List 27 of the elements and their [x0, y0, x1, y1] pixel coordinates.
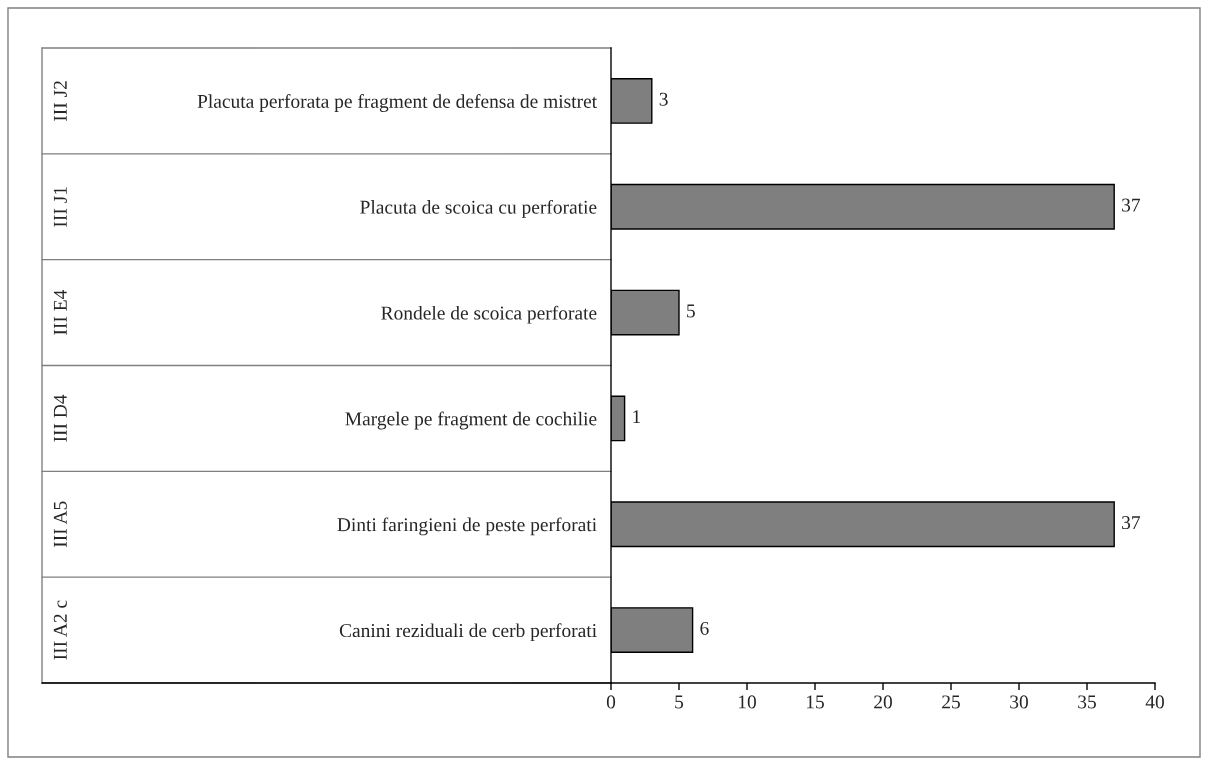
data-label: 37 — [1122, 516, 1141, 530]
text: III E4 — [53, 289, 67, 335]
y-tick-label: Dinti faringieni de peste perforati — [337, 517, 597, 536]
x-tick-label: 20 — [874, 695, 892, 709]
x-tick-label: 5 — [675, 695, 684, 709]
y-tick-label: Canini reziduali de cerb perforati — [339, 623, 597, 642]
text: III J2 — [53, 81, 67, 121]
x-tick-label: 0 — [606, 695, 616, 709]
text: III A2 c — [53, 600, 67, 660]
y-tick-label: Placuta perforata pe fragment de defensa de mistret — [197, 94, 597, 112]
y-tick-label: Margele pe fragment de cochilie — [345, 411, 597, 430]
y-tick-label: Placuta de scoica cu perforatie — [360, 199, 597, 218]
data-label: 5 — [687, 304, 695, 318]
text: III A5 — [53, 501, 67, 548]
data-label: 6 — [700, 621, 709, 635]
x-tick-label: 35 — [1078, 695, 1096, 709]
x-tick-label: 30 — [1010, 695, 1028, 709]
data-label: 1 — [633, 410, 641, 424]
x-tick-label: 15 — [806, 695, 824, 709]
text: III J1 — [53, 187, 67, 227]
text: III D4 — [53, 394, 67, 442]
x-tick-label: 40 — [1145, 695, 1164, 709]
x-tick-label: 25 — [942, 695, 960, 709]
x-tick-label: 10 — [738, 695, 756, 709]
data-label: 3 — [659, 92, 668, 106]
y-tick-label: Rondele de scoica perforate — [381, 305, 597, 324]
data-label: 37 — [1122, 198, 1141, 212]
